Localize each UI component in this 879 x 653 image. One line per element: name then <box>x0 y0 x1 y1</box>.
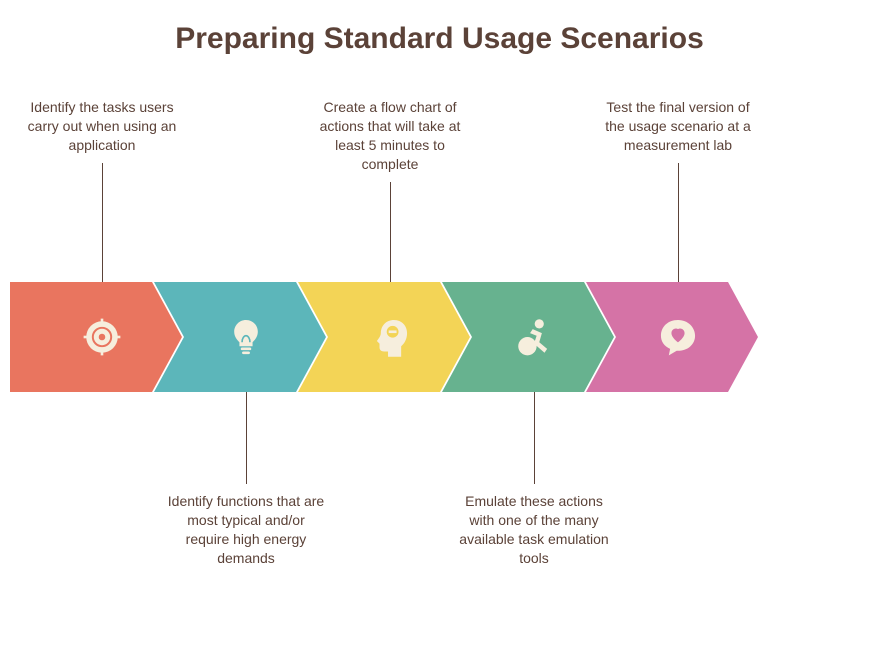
connector-5 <box>678 163 679 282</box>
step-label-1: Identify the tasks users carry out when … <box>22 98 182 155</box>
step-label-5: Test the final version of the usage scen… <box>598 98 758 155</box>
process-step-5 <box>586 282 758 392</box>
process-arrow-row <box>10 282 868 392</box>
step-label-3: Create a flow chart of actions that will… <box>310 98 470 174</box>
connector-2 <box>246 392 247 484</box>
connector-3 <box>390 182 391 282</box>
page-title: Preparing Standard Usage Scenarios <box>0 0 879 56</box>
step-label-4: Emulate these actions with one of the ma… <box>454 492 614 568</box>
connector-4 <box>534 392 535 484</box>
connector-1 <box>102 163 103 282</box>
heart-bubble-icon <box>586 282 758 392</box>
step-label-2: Identify functions that are most typical… <box>166 492 326 568</box>
